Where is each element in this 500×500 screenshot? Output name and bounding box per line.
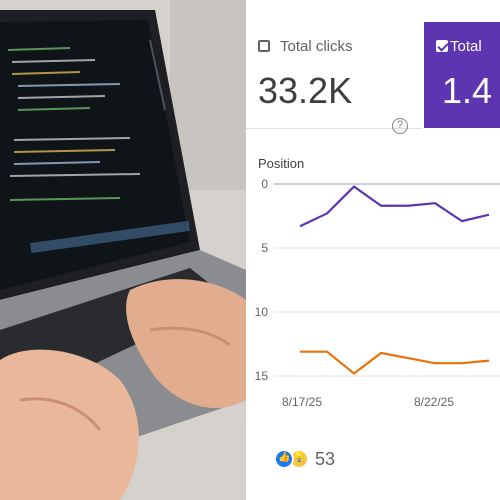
total-clicks-value: 33.2K [258, 70, 353, 111]
total-impressions-label: Total [450, 38, 482, 55]
reactions-bar[interactable]: 53 [274, 447, 335, 471]
total-clicks-label: Total clicks [280, 38, 353, 55]
laptop-photo [0, 0, 246, 500]
y-tick-label: 5 [261, 241, 268, 255]
laptop-typing-photo [0, 0, 246, 500]
series-line-1 [299, 185, 490, 228]
y-tick-label: 15 [255, 369, 269, 383]
help-icon[interactable]: ? [392, 118, 408, 134]
clicks-checkbox[interactable] [258, 40, 270, 52]
total-impressions-card[interactable]: Total 1.4 [424, 22, 500, 128]
y-tick-label: 10 [255, 305, 269, 319]
total-clicks-card[interactable]: Total clicks 33.2K ? [246, 22, 422, 134]
like-icon [274, 449, 294, 469]
x-tick-label: 8/17/25 [282, 395, 322, 409]
reaction-count: 53 [315, 448, 336, 469]
performance-chart: 0 5 10 15 8/17/25 8/22/25 [255, 177, 500, 409]
x-tick-label: 8/22/25 [414, 395, 454, 409]
impressions-checkbox[interactable] [436, 40, 448, 52]
y-tick-label: 0 [261, 177, 268, 191]
position-axis-title: Position [258, 156, 305, 171]
series-line-2 [300, 350, 490, 375]
analytics-panel: Total clicks 33.2K ? Total 1.4 Position … [246, 0, 500, 500]
total-impressions-value: 1.4 [442, 70, 493, 111]
